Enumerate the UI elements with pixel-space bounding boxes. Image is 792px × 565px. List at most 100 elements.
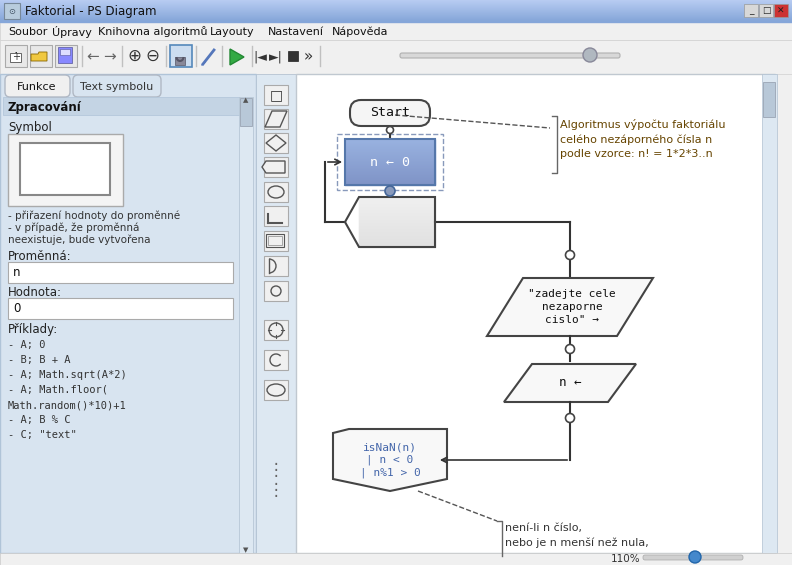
Text: Text symbolu: Text symbolu — [80, 82, 154, 92]
Text: Knihovna algoritmů: Knihovna algoritmů — [98, 27, 208, 37]
FancyBboxPatch shape — [175, 57, 185, 65]
Text: n ←: n ← — [558, 376, 581, 389]
Circle shape — [269, 323, 283, 337]
Polygon shape — [266, 135, 286, 151]
FancyBboxPatch shape — [264, 281, 288, 301]
FancyBboxPatch shape — [264, 320, 288, 340]
Text: »: » — [303, 50, 313, 64]
Text: →: → — [104, 50, 116, 64]
FancyBboxPatch shape — [20, 143, 110, 195]
FancyBboxPatch shape — [762, 74, 777, 553]
FancyBboxPatch shape — [264, 157, 288, 177]
Circle shape — [271, 286, 281, 296]
Text: Layouty: Layouty — [210, 27, 254, 37]
Circle shape — [565, 345, 574, 354]
Text: Faktorial - PS Diagram: Faktorial - PS Diagram — [25, 5, 157, 18]
Text: Soubor: Soubor — [8, 27, 48, 37]
FancyBboxPatch shape — [240, 98, 252, 126]
FancyBboxPatch shape — [5, 75, 70, 97]
Text: - A; Math.floor(: - A; Math.floor( — [8, 385, 108, 395]
FancyBboxPatch shape — [55, 45, 77, 67]
Text: Příklady:: Příklady: — [8, 324, 59, 337]
Text: +: + — [10, 50, 21, 63]
Text: Algoritmus výpočtu faktoriálu
celého nezáporného čísla n
podle vzorce: n! = 1*2*: Algoritmus výpočtu faktoriálu celého nez… — [560, 119, 725, 159]
FancyBboxPatch shape — [8, 298, 233, 319]
Text: ⊖: ⊖ — [145, 47, 159, 65]
FancyBboxPatch shape — [266, 234, 284, 247]
Circle shape — [583, 48, 597, 62]
FancyBboxPatch shape — [60, 49, 70, 55]
Text: není-li n číslo,
nebo je n menší než nula,: není-li n číslo, nebo je n menší než nul… — [505, 523, 649, 547]
FancyBboxPatch shape — [73, 75, 161, 97]
Polygon shape — [333, 429, 447, 491]
Text: isNaN(n)
| n < 0
| n%1 > 0: isNaN(n) | n < 0 | n%1 > 0 — [360, 442, 421, 478]
Ellipse shape — [267, 384, 285, 396]
FancyBboxPatch shape — [774, 4, 788, 17]
FancyBboxPatch shape — [5, 45, 27, 67]
Text: _: _ — [748, 7, 753, 15]
Text: 0: 0 — [13, 302, 21, 315]
Text: Symbol: Symbol — [8, 121, 51, 134]
FancyBboxPatch shape — [58, 47, 72, 63]
FancyBboxPatch shape — [0, 22, 792, 40]
FancyBboxPatch shape — [744, 4, 758, 17]
Text: +: + — [12, 52, 20, 62]
Text: n: n — [13, 267, 21, 280]
FancyBboxPatch shape — [288, 51, 298, 61]
Text: ←: ← — [86, 50, 99, 64]
FancyBboxPatch shape — [643, 555, 743, 560]
Text: Nápověda: Nápověda — [332, 27, 389, 37]
FancyBboxPatch shape — [400, 53, 620, 58]
FancyBboxPatch shape — [4, 3, 20, 19]
Text: - A; Math.sqrt(A*2): - A; Math.sqrt(A*2) — [8, 370, 127, 380]
Text: Hodnota:: Hodnota: — [8, 285, 62, 298]
Circle shape — [565, 250, 574, 259]
Polygon shape — [487, 278, 653, 336]
Text: ⊙: ⊙ — [9, 7, 16, 15]
Text: - B; B + A: - B; B + A — [8, 355, 70, 365]
FancyBboxPatch shape — [296, 74, 775, 553]
Text: ▼: ▼ — [243, 547, 249, 553]
Text: Math.random()*10)+1: Math.random()*10)+1 — [8, 400, 127, 410]
FancyBboxPatch shape — [8, 134, 123, 206]
Text: Nastavení: Nastavení — [268, 27, 324, 37]
Text: - A; B % C: - A; B % C — [8, 415, 70, 425]
FancyBboxPatch shape — [30, 45, 52, 67]
Circle shape — [386, 127, 394, 133]
Text: ►|: ►| — [269, 50, 283, 63]
FancyBboxPatch shape — [264, 256, 288, 276]
FancyBboxPatch shape — [268, 236, 282, 245]
FancyBboxPatch shape — [0, 553, 792, 565]
Text: Funkce: Funkce — [17, 82, 57, 92]
Text: neexistuje, bude vytvořena: neexistuje, bude vytvořena — [8, 234, 150, 245]
FancyBboxPatch shape — [239, 97, 253, 553]
Polygon shape — [31, 52, 47, 61]
Circle shape — [689, 551, 701, 563]
FancyBboxPatch shape — [763, 82, 775, 117]
FancyBboxPatch shape — [759, 4, 773, 17]
Text: Úpravy: Úpravy — [52, 26, 92, 38]
Text: ⊕: ⊕ — [127, 47, 141, 65]
FancyBboxPatch shape — [264, 133, 288, 153]
Text: 110%: 110% — [611, 554, 640, 564]
Polygon shape — [265, 111, 287, 127]
Text: ▲: ▲ — [243, 97, 249, 103]
Text: - C; "text": - C; "text" — [8, 430, 77, 440]
Circle shape — [385, 186, 395, 196]
FancyBboxPatch shape — [256, 74, 296, 553]
Polygon shape — [230, 49, 244, 65]
Text: - přiřazení hodnoty do proměnné: - přiřazení hodnoty do proměnné — [8, 211, 180, 221]
Text: - v případě, že proměnná: - v případě, že proměnná — [8, 223, 139, 233]
Ellipse shape — [268, 186, 284, 198]
Text: ⋮: ⋮ — [268, 461, 284, 479]
FancyBboxPatch shape — [264, 350, 288, 370]
FancyBboxPatch shape — [264, 206, 288, 226]
FancyBboxPatch shape — [0, 74, 256, 553]
Circle shape — [565, 414, 574, 423]
Text: Zpracování: Zpracování — [8, 101, 82, 114]
FancyBboxPatch shape — [8, 262, 233, 283]
Text: n ← 0: n ← 0 — [370, 155, 410, 168]
Text: - A; 0: - A; 0 — [8, 340, 45, 350]
FancyBboxPatch shape — [264, 109, 288, 129]
Text: ⋮: ⋮ — [268, 481, 284, 499]
